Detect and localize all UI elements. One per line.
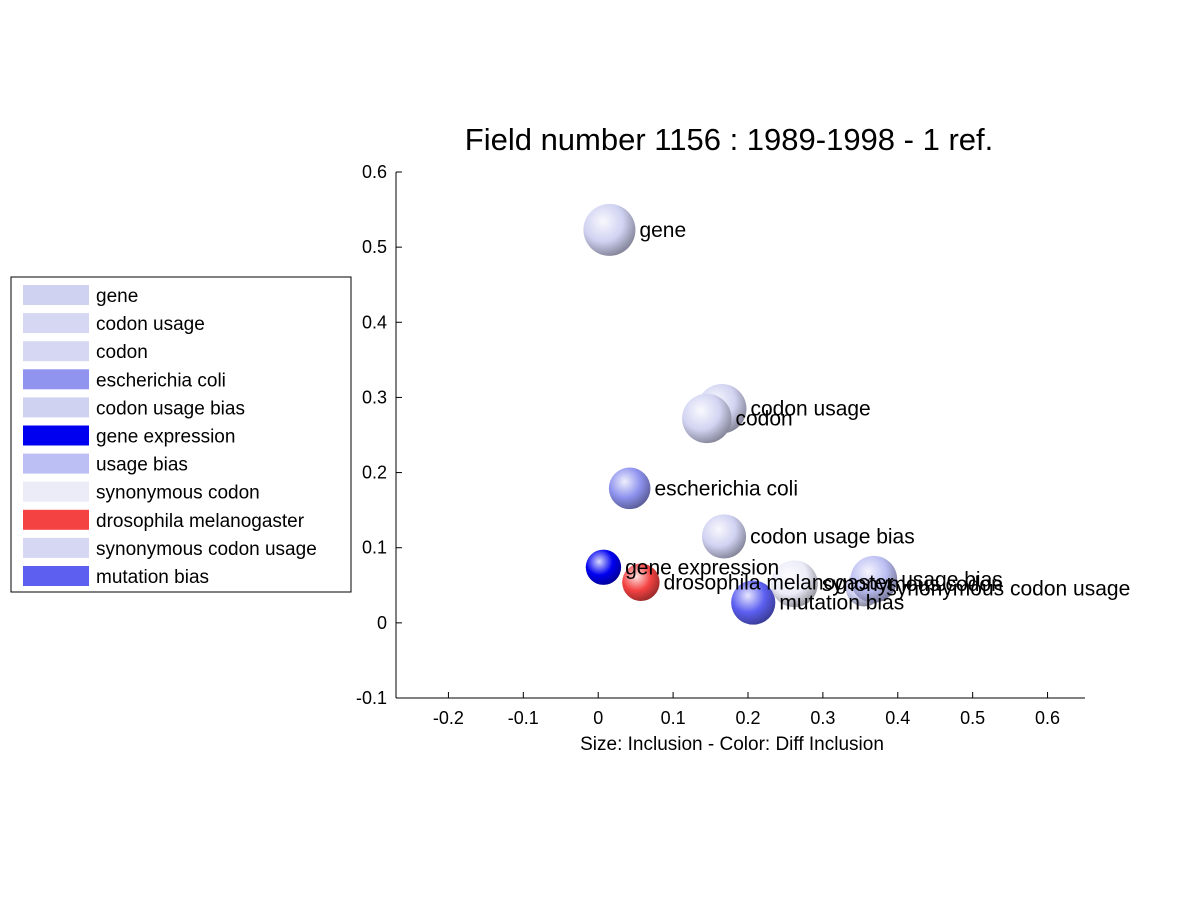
x-tick-label: 0.4 [885,708,910,728]
scatter-point [731,580,776,625]
axes: -0.2 -0.1 0 0.1 0.2 0.3 0.4 0.5 0.6 -0.1 0 0.1 0.2 0.… [356,162,1085,728]
y-tick-label: -0.1 [356,688,387,708]
y-tick-label: 0.6 [362,162,387,182]
scatter-point [585,549,622,585]
point-label: usage bias [901,568,1003,591]
legend-label: synonymous codon [96,483,260,504]
y-tick-label: 0.4 [362,312,387,332]
point-label: escherichia coli [654,477,798,500]
scatter-point [850,555,898,603]
scatter-point [622,563,660,602]
x-tick-label: 0.2 [735,708,760,728]
x-tick-label: -0.2 [433,708,464,728]
point-label: codon [735,407,792,430]
points-layer [583,203,898,625]
y-tick-label: 0.1 [362,538,387,558]
legend-swatch [23,341,89,362]
point-label: codon usage bias [750,525,915,548]
legend-swatch [23,509,89,530]
legend-label: codon usage [96,314,205,335]
scatter-point [608,467,651,510]
y-tick-label: 0.3 [362,387,387,407]
legend-label: synonymous codon usage [96,539,317,560]
scatter-point [682,393,732,444]
legend-label: codon [96,342,148,363]
legend-label: drosophila melanogaster [96,511,305,532]
scatter-point [771,560,818,608]
legend: gene codon usage codon escherichia coli codo… [10,276,352,593]
point-label: synonymous codon usage [886,577,1130,600]
legend-swatch [23,369,89,390]
scatter-point [701,514,747,559]
x-tick-label: -0.1 [508,708,539,728]
x-tick-label: 0.1 [661,708,686,728]
chart-title: Field number 1156 : 1989-1998 - 1 ref. [465,122,993,157]
point-label: gene expression [625,556,779,579]
x-tick-label: 0.3 [810,708,835,728]
legend-swatch [23,453,89,474]
legend-swatch [23,481,89,502]
x-tick-label: 0.6 [1035,708,1060,728]
legend-swatch [23,566,89,586]
legend-label: gene [96,286,138,307]
x-tick-label: 0.5 [960,708,985,728]
y-tick-label: 0.5 [362,237,387,257]
legend-label: escherichia coli [96,370,226,391]
legend-label: mutation bias [96,567,209,588]
y-tick-label: 0.2 [362,463,387,483]
legend-swatch [23,313,89,334]
legend-swatch [23,285,89,305]
legend-swatch [23,537,89,558]
point-label: mutation bias [779,592,904,615]
point-label: drosophila melanogaster [664,571,894,594]
legend-swatch [23,397,89,418]
x-axis-title: Size: Inclusion - Color: Diff Inclusion [580,734,884,755]
point-label: codon usage [750,398,870,421]
y-tick-label: 0 [377,613,387,633]
legend-swatch [23,425,89,446]
scatter-point [583,203,636,256]
legend-label: codon usage bias [96,398,245,419]
point-label: gene [639,219,686,242]
legend-label: usage bias [96,455,188,476]
x-tick-label: 0 [593,708,603,728]
legend-label: gene expression [96,427,235,448]
point-label: synonymous codon [822,573,1003,596]
